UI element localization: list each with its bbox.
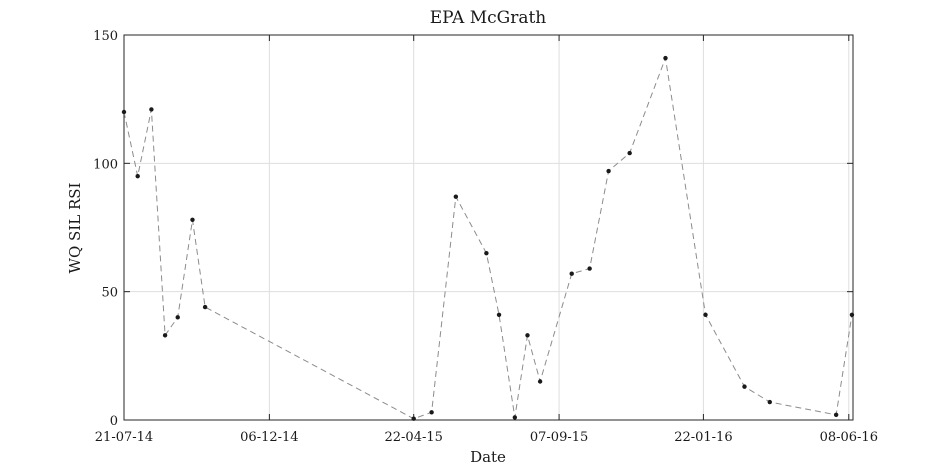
data-point (429, 410, 434, 415)
data-point (135, 173, 140, 179)
data-point (569, 271, 574, 276)
data-point (484, 250, 489, 256)
y-tick-label: 50 (101, 286, 118, 301)
data-point (663, 55, 668, 61)
y-axis-label: WQ SIL RSI (66, 182, 84, 273)
data-point (525, 333, 530, 338)
data-point (162, 333, 168, 338)
data-point (202, 304, 208, 310)
plot-area-frame (123, 34, 854, 421)
data-point (606, 168, 611, 174)
data-point (149, 107, 154, 112)
data-point (175, 315, 180, 320)
data-point (627, 150, 632, 156)
x-tick-label: 08-06-16 (820, 430, 878, 445)
data-point (767, 399, 772, 405)
x-tick-label: 06-12-14 (240, 430, 298, 445)
x-axis-label: Date (470, 448, 506, 466)
data-point (121, 109, 127, 115)
x-tick-label: 21-07-14 (95, 430, 153, 445)
data-point (411, 416, 416, 421)
chart-title: EPA McGrath (430, 8, 547, 28)
data-point (742, 384, 747, 389)
data-markers (121, 55, 855, 421)
data-point (833, 412, 839, 418)
axis-ticks: 0 50 100 150 21-07-14 06-12-14 22-04-15 07-09-1… (93, 29, 878, 445)
grid (124, 35, 853, 420)
data-point (537, 379, 543, 384)
data-point (496, 312, 502, 317)
data-point (703, 312, 708, 317)
data-point (512, 415, 518, 420)
x-tick-label: 07-09-15 (530, 430, 588, 445)
data-point (587, 266, 592, 271)
series-line (123, 56, 853, 420)
y-tick-label: 100 (93, 157, 118, 172)
data-point (849, 312, 855, 317)
data-point (453, 194, 459, 199)
data-point (190, 217, 195, 222)
y-tick-label: 150 (93, 29, 118, 44)
x-tick-label: 22-01-16 (674, 430, 732, 445)
x-tick-label: 22-04-15 (384, 430, 442, 445)
y-tick-label: 0 (110, 414, 118, 429)
